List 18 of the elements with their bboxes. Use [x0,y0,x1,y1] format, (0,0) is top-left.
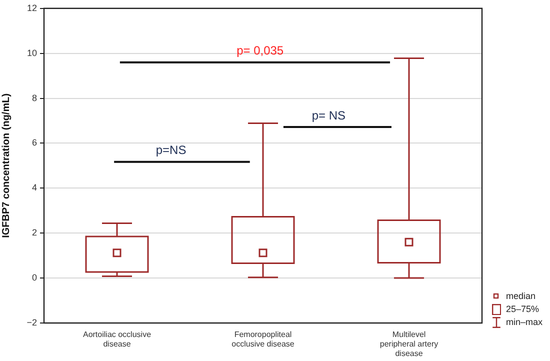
y-axis-title: IGFBP7 concentration (ng/mL) [0,93,12,238]
y-tick-label: 12 [26,2,37,13]
annotation: p=NS [156,143,186,158]
y-tick-label: 6 [32,138,37,148]
annotation: p= NS [312,108,346,122]
x-tick-label: Aortoiliac occlusive disease [82,330,152,349]
text: min–max [506,316,543,328]
y-tick-label: 4 [32,182,37,193]
text: median [506,290,536,302]
y-tick-label: 10 [26,48,37,58]
y-tick-label: 8 [32,92,37,103]
y-tick-label: −2 [26,317,37,328]
x-tick-label: Multilevel peripheral artery disease [380,330,438,358]
y-tick-label: 0 [32,272,37,283]
annotation: p= 0,035 [236,44,284,58]
x-tick-label: Femoropopliteal occlusive disease [232,330,295,349]
text: 25–75% [506,303,540,315]
y-tick-label: 2 [32,228,37,238]
